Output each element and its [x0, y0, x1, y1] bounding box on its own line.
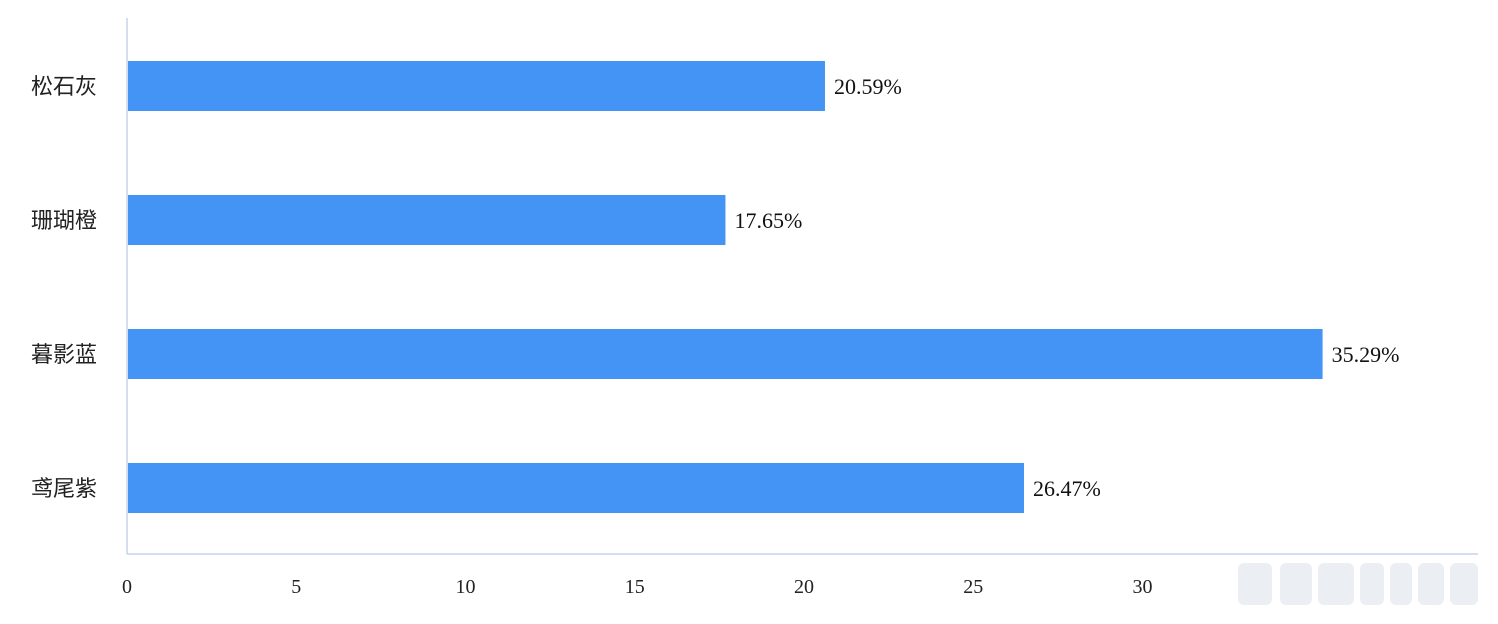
x-tick-label-2: 10	[456, 576, 476, 598]
watermark	[1238, 563, 1478, 605]
data-label-0: 20.59%	[834, 74, 902, 99]
watermark-block-3	[1360, 563, 1384, 605]
bars-layer	[128, 61, 1323, 513]
x-tick-label-4: 20	[794, 576, 814, 598]
data-label-3: 26.47%	[1033, 476, 1101, 501]
watermark-block-0	[1238, 563, 1272, 605]
watermark-block-6	[1450, 563, 1478, 605]
axes-layer	[126, 18, 1478, 555]
bar-2	[128, 329, 1323, 379]
watermark-block-2	[1318, 563, 1354, 605]
x-tick-label-1: 5	[291, 576, 301, 598]
data-label-1: 17.65%	[734, 208, 802, 233]
x-tick-label-3: 15	[625, 576, 645, 598]
x-tick-label-0: 0	[122, 576, 132, 598]
data-label-2: 35.29%	[1332, 342, 1400, 367]
watermark-block-5	[1418, 563, 1444, 605]
category-label-2: 暮影蓝	[31, 343, 97, 368]
data-labels-layer: 20.59% 17.65% 35.29% 26.47%	[734, 74, 1399, 501]
bar-3	[128, 463, 1025, 513]
x-tick-label-6: 30	[1133, 576, 1153, 598]
x-tick-labels-layer: 0 5 10 15 20 25 30	[122, 576, 1153, 598]
watermark-block-1	[1280, 563, 1312, 605]
bar-0	[128, 61, 825, 111]
category-label-1: 珊瑚橙	[31, 209, 97, 234]
bar-1	[128, 195, 726, 245]
watermark-block-4	[1390, 563, 1412, 605]
category-label-3: 鸢尾紫	[31, 477, 97, 502]
category-label-0: 松石灰	[31, 75, 97, 100]
x-tick-label-5: 25	[963, 576, 983, 598]
